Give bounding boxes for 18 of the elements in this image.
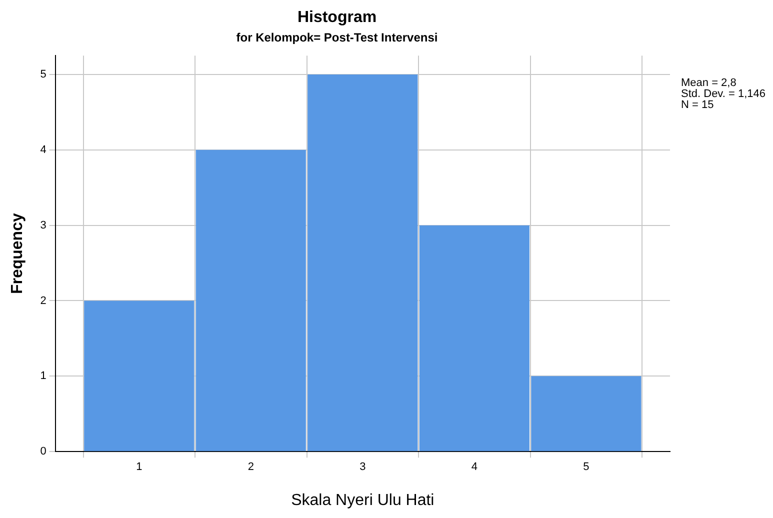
- x-tick-label: 5: [583, 461, 590, 474]
- chart-subtitle: for Kelompok= Post-Test Intervensi: [236, 30, 438, 45]
- x-axis-title: Skala Nyeri Ulu Hati: [291, 492, 434, 509]
- y-axis-title: Frequency: [9, 213, 26, 294]
- text: N = 15: [681, 99, 714, 112]
- y-tick-label: 1: [40, 370, 46, 382]
- y-tick-label: 2: [40, 294, 46, 307]
- x-tick-label: 1: [136, 461, 142, 474]
- x-tick-label: 3: [360, 461, 366, 474]
- y-tick-label: 3: [40, 219, 46, 232]
- y-tick-label: 5: [40, 68, 46, 80]
- y-tick-label: 0: [40, 446, 46, 458]
- x-tick-label: 2: [248, 461, 254, 474]
- text: Std. Dev. = 1,146: [681, 88, 766, 100]
- x-tick-label: 4: [471, 461, 478, 474]
- y-tick-label: 4: [40, 144, 46, 156]
- text: Mean = 2,8: [681, 77, 736, 90]
- chart-title: Histogram: [297, 9, 377, 26]
